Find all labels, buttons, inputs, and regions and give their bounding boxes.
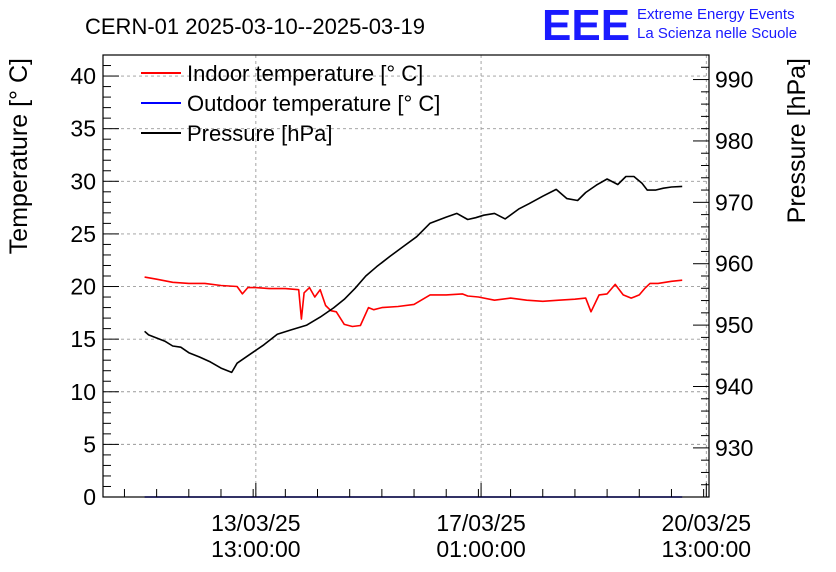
series-pressure-line bbox=[144, 175, 683, 374]
y2-tick-label: 930 bbox=[715, 435, 753, 461]
legend-outdoor-label: Outdoor temperature [° C] bbox=[187, 91, 440, 116]
legend-indoor-label: Indoor temperature [° C] bbox=[187, 61, 423, 86]
y-tick-label: 20 bbox=[70, 274, 96, 300]
y2-tick-label: 970 bbox=[715, 189, 753, 215]
y2-tick-label: 990 bbox=[715, 67, 753, 93]
y-tick-label: 40 bbox=[70, 63, 96, 89]
legend-pressure-label: Pressure [hPa] bbox=[187, 121, 333, 146]
eee-logo-mark: EEE bbox=[542, 1, 630, 50]
logo-line-2: La Scienza nelle Scuole bbox=[637, 25, 797, 42]
x-tick-label: 13/03/25 bbox=[211, 510, 301, 536]
grid-layer bbox=[103, 55, 709, 497]
x-tick-label: 13:00:00 bbox=[211, 536, 301, 562]
y2-tick-label: 940 bbox=[715, 374, 753, 400]
legend: Indoor temperature [° C] Outdoor temperat… bbox=[141, 61, 440, 146]
y-tick-label: 5 bbox=[83, 431, 96, 457]
y2-axis-label: Pressure [hPa] bbox=[783, 58, 811, 223]
chart-title: CERN-01 2025-03-10--2025-03-19 bbox=[85, 14, 425, 39]
y2-tick-label: 980 bbox=[715, 128, 753, 154]
x-tick-label: 20/03/25 bbox=[662, 510, 752, 536]
x-tick-label: 17/03/25 bbox=[436, 510, 526, 536]
y-axis-label: Temperature [° C] bbox=[5, 58, 33, 254]
y2-tick-label: 960 bbox=[715, 251, 753, 277]
y-tick-label: 30 bbox=[70, 168, 96, 194]
y-tick-label: 10 bbox=[70, 379, 96, 405]
logo-line-1: Extreme Energy Events bbox=[637, 6, 795, 23]
series-layer bbox=[144, 175, 683, 498]
x-tick-label: 13:00:00 bbox=[662, 536, 752, 562]
y2-tick-label: 950 bbox=[715, 312, 753, 338]
x-tick-label: 01:00:00 bbox=[436, 536, 526, 562]
eee-logo: EEE Extreme Energy Events La Scienza nel… bbox=[542, 1, 797, 50]
y-tick-label: 35 bbox=[70, 116, 96, 142]
tick-layer: 0 5 10 15 20 25 30 35 40 930 940 950 960 970 980 990 13/… bbox=[70, 63, 753, 562]
series-indoor-line bbox=[144, 276, 683, 328]
y-tick-label: 0 bbox=[83, 484, 96, 510]
y-tick-label: 15 bbox=[70, 326, 96, 352]
y-tick-label: 25 bbox=[70, 221, 96, 247]
